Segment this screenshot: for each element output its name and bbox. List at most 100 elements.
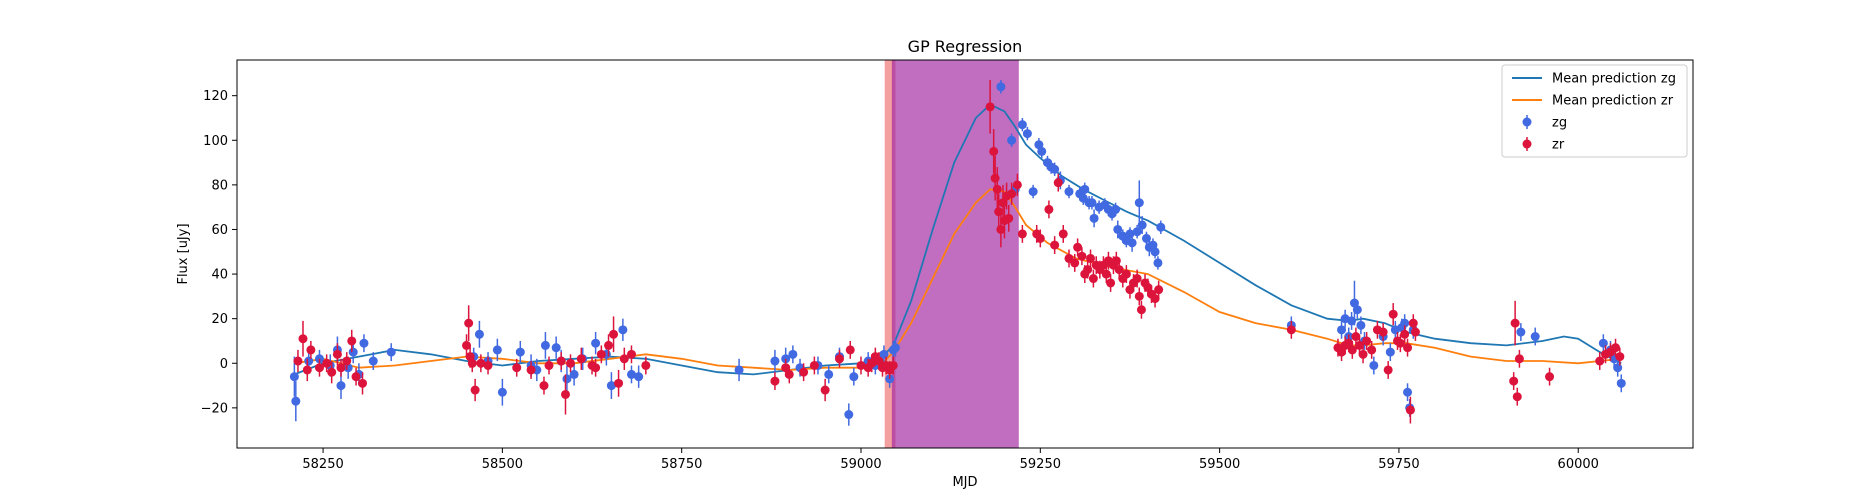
point-zr-107 bbox=[1347, 340, 1357, 359]
point-zr-116 bbox=[1388, 303, 1398, 326]
y-tick-label-60: 60 bbox=[211, 223, 228, 238]
point-zg-54 bbox=[1028, 184, 1038, 199]
point-zg-67 bbox=[1089, 209, 1099, 228]
point-zg-24 bbox=[562, 365, 572, 393]
point-zr-4 bbox=[314, 358, 324, 377]
y-tick-label--20: −20 bbox=[201, 401, 228, 416]
point-zr-19 bbox=[483, 356, 493, 375]
point-zr-65 bbox=[1012, 173, 1022, 197]
legend-label-zr: zr bbox=[1552, 138, 1565, 153]
point-zr-75 bbox=[1073, 238, 1083, 257]
point-zg-17 bbox=[497, 378, 507, 406]
point-zg-53 bbox=[1022, 126, 1032, 141]
plot-frame bbox=[236, 59, 1694, 449]
point-zr-22 bbox=[539, 376, 549, 395]
point-zr-108 bbox=[1351, 327, 1361, 346]
point-zr-36 bbox=[641, 356, 651, 375]
point-zr-0 bbox=[293, 349, 303, 373]
shaded-region-0 bbox=[884, 60, 896, 448]
point-zr-86 bbox=[1106, 274, 1116, 292]
point-zg-64 bbox=[1080, 182, 1090, 197]
point-zr-40 bbox=[799, 363, 809, 382]
point-zg-102 bbox=[1403, 383, 1413, 402]
point-zr-45 bbox=[856, 356, 866, 375]
point-zr-114 bbox=[1378, 323, 1388, 341]
point-zr-11 bbox=[351, 367, 361, 386]
point-zr-54 bbox=[985, 80, 995, 134]
point-zr-80 bbox=[1088, 269, 1098, 288]
point-zr-60 bbox=[998, 184, 1008, 221]
point-zr-63 bbox=[1004, 204, 1014, 232]
point-zr-94 bbox=[1132, 269, 1142, 288]
point-zr-100 bbox=[1150, 289, 1160, 308]
point-zr-17 bbox=[470, 378, 480, 402]
point-zr-129 bbox=[1595, 352, 1605, 370]
point-zg-12 bbox=[386, 343, 396, 362]
x-tick-label-58750: 58750 bbox=[661, 457, 702, 472]
point-zr-6 bbox=[327, 361, 337, 384]
legend: Mean prediction zg Mean prediction zr zg zr bbox=[1501, 64, 1688, 158]
point-zr-5 bbox=[322, 354, 332, 373]
point-zg-80 bbox=[1137, 216, 1147, 234]
x-tick-label-59250: 59250 bbox=[1020, 457, 1061, 472]
point-zr-23 bbox=[544, 356, 554, 375]
point-zr-111 bbox=[1362, 332, 1372, 350]
point-zg-73 bbox=[1113, 220, 1123, 239]
point-zg-106 bbox=[1530, 327, 1540, 346]
point-zg-39 bbox=[824, 365, 834, 384]
point-zg-61 bbox=[1064, 184, 1074, 199]
point-zr-8 bbox=[336, 358, 346, 377]
point-zr-133 bbox=[1615, 347, 1625, 366]
point-zr-35 bbox=[626, 345, 636, 364]
point-zr-10 bbox=[347, 329, 357, 353]
point-zg-1 bbox=[291, 381, 301, 422]
point-zr-13 bbox=[462, 334, 472, 357]
point-zg-49 bbox=[996, 80, 1006, 94]
point-zg-32 bbox=[634, 365, 644, 388]
point-zr-9 bbox=[342, 352, 352, 370]
data-points bbox=[289, 80, 1626, 426]
point-zr-31 bbox=[604, 334, 614, 357]
point-zr-72 bbox=[1058, 225, 1068, 243]
legend-label-zg: zg bbox=[1552, 116, 1567, 131]
point-zg-29 bbox=[606, 372, 616, 399]
point-zg-36 bbox=[788, 345, 798, 364]
point-zr-27 bbox=[576, 347, 586, 370]
point-zr-119 bbox=[1400, 325, 1410, 344]
point-zg-33 bbox=[734, 358, 744, 382]
y-tick-label-120: 120 bbox=[203, 89, 228, 104]
point-zr-64 bbox=[1007, 182, 1017, 205]
x-tick-label-59750: 59750 bbox=[1378, 457, 1419, 472]
point-zr-37 bbox=[770, 372, 780, 391]
point-zr-34 bbox=[619, 347, 629, 370]
point-zg-77 bbox=[1127, 233, 1137, 252]
point-zr-25 bbox=[560, 374, 570, 415]
point-zr-29 bbox=[591, 358, 601, 377]
x-tick-label-59000: 59000 bbox=[840, 457, 881, 472]
point-zr-68 bbox=[1035, 229, 1045, 248]
point-zg-72 bbox=[1111, 202, 1121, 217]
point-zr-44 bbox=[845, 340, 855, 359]
point-zr-79 bbox=[1086, 249, 1096, 268]
x-tick-label-58250: 58250 bbox=[302, 457, 343, 472]
point-zg-22 bbox=[551, 336, 561, 359]
point-zg-59 bbox=[1050, 162, 1060, 176]
point-zr-7 bbox=[332, 343, 342, 366]
point-zr-115 bbox=[1383, 361, 1393, 379]
point-zg-56 bbox=[1037, 144, 1047, 159]
chart-title: GP Regression bbox=[908, 37, 1023, 56]
point-zg-78 bbox=[1132, 225, 1142, 239]
y-tick-label-20: 20 bbox=[211, 312, 228, 327]
point-zg-105 bbox=[1516, 323, 1526, 341]
point-zg-52 bbox=[1017, 117, 1027, 132]
point-zr-42 bbox=[820, 378, 830, 402]
point-zg-18 bbox=[515, 340, 525, 364]
point-zg-66 bbox=[1087, 196, 1097, 210]
point-zg-111 bbox=[1616, 374, 1626, 393]
point-zr-66 bbox=[1017, 225, 1027, 243]
point-zr-18 bbox=[476, 354, 486, 373]
y-axis-label: Flux [uJy] bbox=[176, 223, 191, 284]
point-zg-30 bbox=[618, 318, 628, 341]
point-zr-20 bbox=[512, 358, 522, 377]
